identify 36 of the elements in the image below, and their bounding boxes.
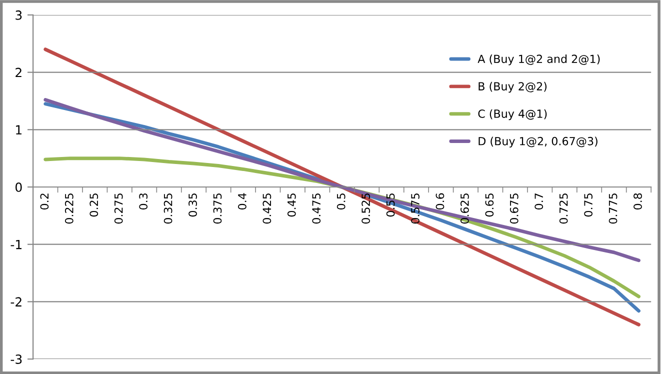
legend-label: C (Buy 4@1) <box>478 109 547 120</box>
x-tick-label: 0.8 <box>634 193 642 210</box>
x-tick-label: 0.325 <box>164 194 172 224</box>
x-tick-label: 0.2 <box>40 194 49 210</box>
x-tick-label: 0.45 <box>287 194 296 217</box>
x-tick-label: 0.75 <box>584 194 593 217</box>
y-tick-label: 1 <box>16 125 22 134</box>
x-tick-label: 0.6 <box>436 193 444 210</box>
y-tick-label: -2 <box>10 297 22 306</box>
x-tick-label: 0.525 <box>362 194 370 224</box>
x-tick-label: 0.275 <box>114 194 123 224</box>
x-tick-label: 0.25 <box>90 194 98 217</box>
x-tick-label: 0.4 <box>238 193 246 210</box>
y-tick-label: 3 <box>16 10 22 20</box>
x-tick-label: 0.625 <box>460 194 469 224</box>
x-tick-label: 0.65 <box>485 194 494 217</box>
x-tick-label: 0.475 <box>312 194 321 224</box>
x-tick-label: 0.675 <box>510 194 518 224</box>
y-tick-label: 0 <box>16 182 22 192</box>
legend-label: D (Buy 1@2, 0.67@3) <box>478 136 598 148</box>
x-tick-label: 0.725 <box>559 194 568 224</box>
x-tick-label: 0.35 <box>188 194 197 217</box>
legend-label: B (Buy 2@2) <box>478 82 547 93</box>
x-tick-label: 0.5 <box>336 194 346 210</box>
legend-label: A (Buy 1@2 and 2@1) <box>478 54 600 66</box>
y-tick-label: -1 <box>10 240 22 250</box>
x-tick-label: 0.55 <box>386 194 395 217</box>
y-tick-label: -3 <box>10 354 22 364</box>
x-tick-label: 0.225 <box>64 194 74 224</box>
x-tick-label: 0.775 <box>608 194 618 224</box>
x-tick-label: 0.3 <box>139 193 148 210</box>
y-tick-label: 2 <box>16 68 22 78</box>
x-tick-label: 0.375 <box>213 194 222 224</box>
x-tick-label: 0.7 <box>534 194 544 210</box>
x-tick-label: 0.425 <box>262 194 272 224</box>
x-tick-label: 0.575 <box>411 194 420 224</box>
